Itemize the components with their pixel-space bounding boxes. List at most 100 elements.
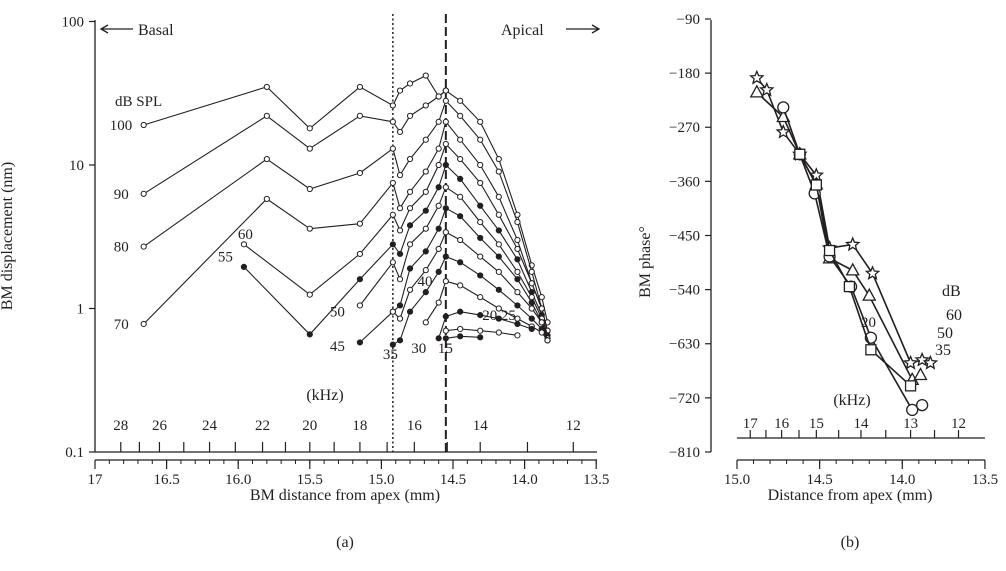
level-label-a: 90 [114,187,129,203]
level-label-a: 45 [330,339,345,355]
data-point [477,234,484,242]
data-point [514,236,521,244]
data-point [435,161,442,169]
data-point [389,179,396,187]
square-marker-icon [865,344,877,356]
db-spl-label: dB SPL [115,94,162,110]
triangle-marker-icon [749,84,764,98]
y-tick-label-b: −540 [669,283,700,299]
series-b-20 [794,148,917,392]
data-point [477,136,484,143]
freq-axis-b: 17 16 15 14 13 12 [743,416,966,438]
data-point [457,325,464,333]
level-label-b-35: 35 [935,342,951,359]
data-point [356,83,364,91]
level-label-a: 70 [114,317,129,333]
data-point [435,118,442,125]
triangle-marker-icon [862,287,877,301]
series-a-15 [442,333,484,342]
series-line [143,120,549,331]
x-tick-label-a: 14.0 [511,472,537,488]
freq-label-a: 22 [255,418,270,434]
data-point [477,202,484,209]
y-axis-label-a: BM displacement (nm) [0,162,16,310]
data-point [495,211,502,218]
y-tick-label-b: −630 [669,337,700,353]
data-point [422,168,429,175]
series-a-100 [140,72,449,132]
data-point [442,313,449,320]
data-point [140,190,147,197]
y-tick-label-b: −450 [669,228,700,244]
data-point [528,305,535,312]
data-point [356,112,364,119]
data-point [495,241,502,248]
data-point [406,80,414,87]
data-point [406,188,414,195]
data-point [442,161,449,169]
data-point [406,286,414,293]
data-point [495,268,502,275]
data-point [389,341,396,348]
data-point [514,289,521,296]
y-tick-label-a: 1 [77,302,85,318]
data-point [263,155,270,163]
series-a-80 [140,97,551,334]
freq-label-b: 15 [809,416,824,432]
series-line [392,231,549,341]
data-point [389,308,396,315]
triangle-marker-icon [845,262,860,276]
square-marker-icon [794,148,806,160]
data-point [306,331,313,338]
data-point [495,315,502,322]
data-point [356,220,364,227]
series-a-60 [240,140,551,334]
data-point [396,337,404,344]
data-point [457,193,464,200]
data-point [538,319,545,326]
data-point [442,140,449,148]
level-label-b-20: 20 [861,315,876,331]
circle-marker-icon [777,101,790,114]
data-point [356,250,364,258]
apical-label: Apical [501,22,544,39]
series-line [425,280,548,341]
data-point [457,155,464,163]
data-point [442,253,449,260]
data-point [396,227,404,234]
panel-b: −90 −180 −270 −360 −450 −540 −630 −720 −810 15.0… [637,12,998,504]
data-point [140,243,147,250]
data-point [442,335,449,342]
data-point [477,253,484,260]
series-line [359,186,549,339]
data-point [495,329,502,336]
data-point [306,291,313,298]
data-point [140,121,147,129]
level-label-a: 60 [238,227,253,243]
x-tick-label-a: 15.0 [368,472,394,488]
freq-label-a: 26 [152,418,168,434]
data-point [477,334,484,341]
freq-label-a: 28 [113,418,128,434]
basal-label: Basal [138,22,174,39]
star-marker-icon [844,236,861,252]
freq-label-b: 16 [774,416,790,432]
level-label-a: 100 [110,118,133,134]
level-labels-a: 100 90 80 70 60 55 50 45 40 35 30 15 20 25 [110,118,516,363]
data-point [396,128,404,136]
data-point [457,333,464,340]
data-point [422,102,429,109]
freq-label-b: 13 [903,416,918,432]
square-marker-icon [843,280,856,293]
data-point [495,193,502,200]
data-point [389,241,396,248]
data-point [396,315,404,322]
circle-marker-icon [906,403,919,417]
data-point [406,155,414,163]
data-point [442,118,449,125]
data-point [306,185,313,193]
circle-marker-icon [915,398,929,412]
data-point [396,302,404,309]
data-point [514,320,521,328]
